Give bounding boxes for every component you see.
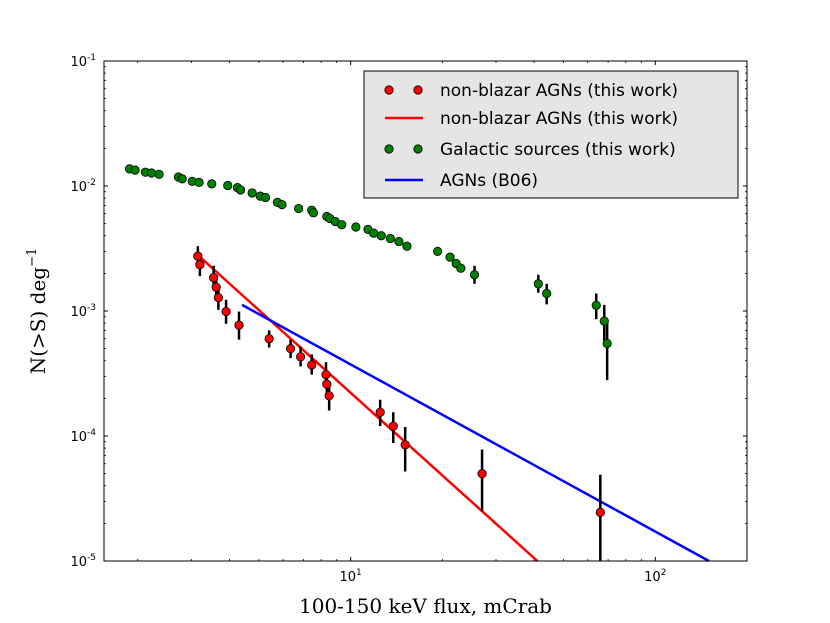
galactic-point xyxy=(130,165,140,175)
agn-point xyxy=(234,320,244,330)
y-tick-label-base: 10 xyxy=(70,55,87,70)
agn-point xyxy=(221,306,231,317)
galactic-point xyxy=(433,246,443,256)
galactic-point xyxy=(402,241,412,251)
agn-point xyxy=(264,334,274,344)
agn-point xyxy=(375,407,385,417)
x-tick-label-exponent: 1 xyxy=(356,568,362,578)
legend-marker xyxy=(384,144,394,154)
y-tick-label-exponent: -4 xyxy=(87,428,96,438)
y-tick-label: 10-5 xyxy=(70,553,96,570)
legend: non-blazar AGNs (this work) non-blazar AG… xyxy=(363,70,739,199)
x-tick-label-base: 10 xyxy=(340,570,357,585)
galactic-point xyxy=(277,199,287,210)
galactic-point xyxy=(369,228,379,238)
galactic-point xyxy=(542,288,552,299)
agn-point xyxy=(321,369,331,380)
agn-point xyxy=(193,251,203,261)
galactic-point xyxy=(247,188,257,198)
agn-point xyxy=(213,292,223,303)
galactic-point xyxy=(146,168,157,178)
galactic-point xyxy=(154,169,164,179)
galactic-point xyxy=(260,192,271,203)
galactic-point xyxy=(235,185,246,195)
line-group xyxy=(196,254,710,563)
y-axis-label: N(>S) deg−1 xyxy=(25,248,50,375)
point-group xyxy=(124,164,612,517)
legend-marker xyxy=(384,85,394,95)
galactic-point xyxy=(294,203,304,214)
galactic-point xyxy=(385,233,395,244)
legend-marker xyxy=(413,85,423,95)
y-tick-label-base: 10 xyxy=(70,430,87,445)
y-tick-label: 10-1 xyxy=(70,53,96,70)
y-tick-label-base: 10 xyxy=(70,305,87,320)
agn-point xyxy=(324,391,334,401)
agn-point xyxy=(211,282,221,292)
y-tick-label-base: 10 xyxy=(70,555,87,570)
y-axis-label-text: N(>S) deg xyxy=(26,267,50,375)
legend-label: Galactic sources (this work) xyxy=(440,140,676,160)
y-tick-label-exponent: -5 xyxy=(87,553,96,563)
x-tick-label: 101 xyxy=(340,568,362,585)
series-line xyxy=(241,303,710,563)
galactic-point xyxy=(591,300,601,310)
legend-label: non-blazar AGNs (this work) xyxy=(440,81,678,101)
agn-point xyxy=(322,379,332,389)
legend-marker xyxy=(413,144,423,154)
y-tick-label: 10-2 xyxy=(70,178,96,195)
agn-point xyxy=(595,507,605,517)
galactic-point xyxy=(351,222,361,232)
plot-frame xyxy=(103,60,748,562)
galactic-point xyxy=(445,252,455,262)
legend-box xyxy=(363,70,739,199)
series-line xyxy=(196,254,539,562)
agn-point xyxy=(388,421,398,431)
y-tick-label-base: 10 xyxy=(70,180,87,195)
agn-point xyxy=(195,260,205,270)
agn-point xyxy=(285,344,296,354)
galactic-point xyxy=(456,263,466,273)
galactic-point xyxy=(207,179,217,189)
y-tick-label: 10-3 xyxy=(70,303,96,320)
agn-point xyxy=(477,469,487,479)
y-tick-label-exponent: -2 xyxy=(87,178,96,188)
y-tick-label: 10-4 xyxy=(70,428,96,445)
galactic-point xyxy=(177,174,187,184)
legend-label: non-blazar AGNs (this work) xyxy=(440,109,678,129)
galactic-point xyxy=(533,279,543,289)
x-tick-label-exponent: 2 xyxy=(661,568,667,578)
galactic-point xyxy=(223,180,233,191)
galactic-point xyxy=(376,231,386,241)
x-axis-label: 100-150 keV flux, mCrab xyxy=(299,594,552,618)
galactic-point xyxy=(602,338,612,349)
galactic-point xyxy=(469,270,480,280)
galactic-point xyxy=(599,316,609,326)
galactic-point xyxy=(308,208,319,218)
y-axis-label-exponent: −1 xyxy=(25,248,40,267)
agn-point xyxy=(296,352,306,362)
x-tick-label-base: 10 xyxy=(644,570,661,585)
agn-point xyxy=(307,360,317,370)
y-tick-label-exponent: -1 xyxy=(87,53,96,63)
galactic-point xyxy=(194,177,204,187)
galactic-point xyxy=(337,220,347,230)
agn-point xyxy=(209,273,219,283)
agn-point xyxy=(400,440,410,450)
galactic-point xyxy=(394,236,404,247)
x-tick-label: 102 xyxy=(644,568,666,585)
legend-label: AGNs (B06) xyxy=(440,171,538,191)
y-tick-label-exponent: -3 xyxy=(87,303,96,313)
